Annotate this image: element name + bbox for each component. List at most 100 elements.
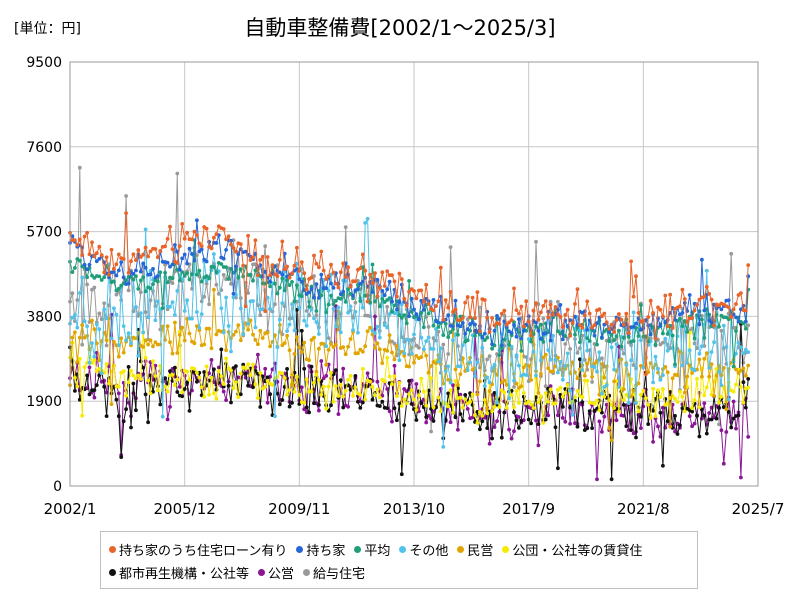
series-point — [431, 405, 436, 410]
series-point — [275, 274, 280, 279]
series-point — [702, 356, 707, 361]
series-point — [234, 264, 238, 269]
series-point — [448, 388, 453, 393]
series-point — [524, 299, 529, 304]
series-point — [126, 365, 131, 369]
series-point — [109, 247, 114, 252]
series-point — [621, 403, 626, 407]
series-point — [75, 384, 80, 389]
series-point — [573, 395, 577, 399]
series-point — [539, 337, 543, 341]
series-point — [539, 394, 543, 399]
series-point — [143, 392, 148, 397]
series-point — [746, 385, 751, 390]
series-point — [148, 338, 153, 343]
series-point — [743, 405, 748, 410]
series-point — [434, 327, 438, 332]
series-point — [692, 398, 697, 403]
series-point — [187, 331, 192, 336]
series-point — [517, 330, 521, 334]
series-point — [619, 317, 624, 322]
series-point — [709, 417, 714, 422]
series-point — [741, 351, 746, 356]
series-point — [624, 392, 629, 397]
series-point — [517, 363, 521, 368]
series-point — [700, 317, 704, 322]
series-point — [309, 389, 314, 394]
series-point — [658, 410, 663, 415]
series-point — [185, 369, 190, 374]
series-point — [151, 282, 155, 286]
series-point — [138, 311, 143, 315]
series-point — [109, 402, 114, 406]
series-point — [414, 408, 419, 412]
series-point — [470, 392, 475, 397]
series-point — [314, 282, 319, 286]
series-point — [243, 366, 248, 371]
series-point — [690, 424, 694, 429]
series-point — [119, 283, 124, 288]
series-point — [370, 384, 375, 389]
series-point — [426, 325, 431, 329]
series-point — [197, 241, 202, 246]
series-point — [665, 348, 670, 353]
series-point — [592, 323, 597, 327]
series-point — [299, 385, 304, 390]
series-1 — [68, 211, 751, 377]
series-point — [499, 343, 504, 348]
series-point — [116, 414, 121, 419]
series-point — [204, 274, 209, 279]
series-point — [180, 256, 185, 261]
series-point — [346, 310, 350, 315]
series-point — [419, 335, 424, 340]
series-point — [565, 324, 570, 329]
series-point — [509, 331, 514, 335]
series-point — [353, 385, 358, 390]
series-point — [585, 328, 590, 332]
series-point — [534, 301, 538, 306]
series-point — [182, 252, 187, 257]
series-point — [536, 422, 541, 426]
series-point — [575, 388, 580, 393]
series-point — [70, 270, 75, 274]
series-point — [446, 391, 451, 396]
series-point — [578, 340, 582, 345]
series-point — [302, 400, 307, 405]
legend-marker — [109, 569, 116, 576]
series-point — [402, 423, 407, 427]
series-point — [473, 374, 477, 379]
series-point — [409, 388, 414, 392]
series-point — [226, 234, 231, 239]
series-point — [441, 445, 446, 449]
series-point — [431, 409, 436, 414]
series-point — [631, 339, 636, 343]
series-point — [277, 270, 282, 275]
legend-label: 給与住宅 — [313, 567, 366, 582]
series-point — [409, 296, 414, 301]
series-point — [146, 378, 151, 383]
series-point — [277, 285, 282, 290]
series-point — [229, 400, 233, 405]
series-point — [312, 380, 316, 385]
series-point — [375, 277, 380, 282]
series-point — [490, 342, 494, 346]
series-point — [658, 324, 663, 328]
series-point — [592, 333, 597, 338]
series-point — [700, 257, 704, 262]
series-point — [87, 365, 92, 370]
series-point — [451, 327, 455, 332]
series-point — [165, 417, 170, 422]
series-point — [216, 292, 221, 296]
series-point — [434, 304, 438, 308]
series-point — [229, 349, 233, 354]
series-point — [356, 351, 360, 356]
series-point — [663, 365, 668, 369]
series-point — [614, 318, 619, 322]
series-point — [685, 361, 690, 365]
series-point — [329, 370, 333, 375]
series-point — [739, 475, 743, 480]
series-point — [173, 365, 177, 370]
series-point — [702, 294, 707, 299]
series-point — [148, 298, 153, 303]
series-point — [626, 334, 631, 339]
